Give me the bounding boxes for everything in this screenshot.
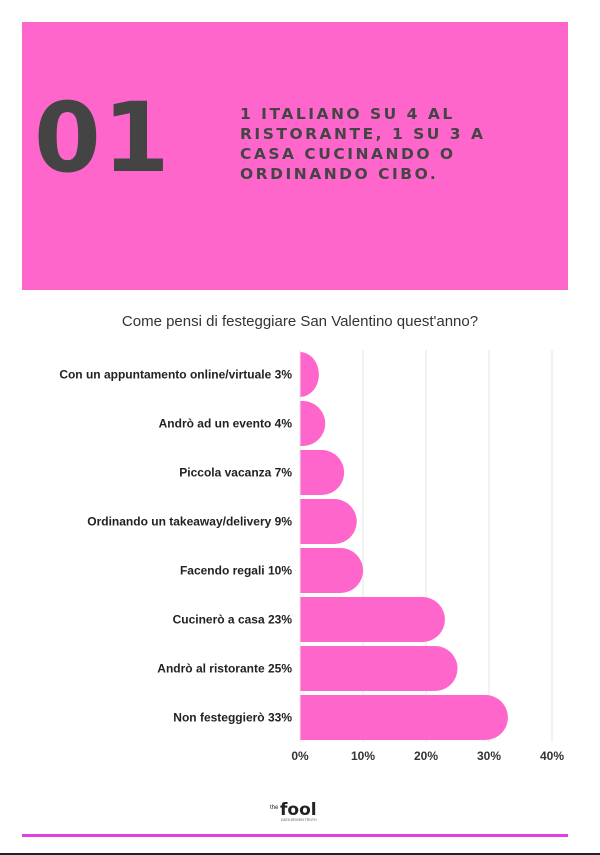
logo-main-text: fool bbox=[280, 800, 317, 820]
headline-line: CASA CUCINANDO O bbox=[240, 145, 456, 163]
category-label: Piccola vacanza 7% bbox=[179, 466, 292, 480]
footer-divider bbox=[22, 834, 568, 837]
bar bbox=[300, 352, 319, 397]
headline-number: 01 bbox=[34, 82, 172, 194]
headline-line: RISTORANTE, 1 SU 3 A bbox=[240, 125, 486, 143]
bar-chart: 0% 10% 20% 30% 40% Con un appuntamento online… bbox=[59, 350, 564, 763]
page-bottom-edge bbox=[0, 853, 600, 855]
bar bbox=[300, 597, 445, 642]
category-label: Ordinando un takeaway/delivery 9% bbox=[87, 515, 292, 529]
x-tick-label: 30% bbox=[477, 749, 501, 763]
header-banner bbox=[22, 22, 568, 290]
category-label: Facendo regali 10% bbox=[180, 564, 292, 578]
bar bbox=[300, 499, 357, 544]
headline-line: ORDINANDO CIBO. bbox=[240, 165, 439, 183]
logo-tagline: DATA DRIVEN TRUTH bbox=[281, 818, 317, 822]
bar bbox=[300, 548, 364, 593]
category-label: Andrò al ristorante 25% bbox=[157, 662, 292, 676]
category-label: Non festeggierò 33% bbox=[173, 711, 292, 725]
category-label: Cucinerò a casa 23% bbox=[173, 613, 293, 627]
category-label: Con un appuntamento online/virtuale 3% bbox=[59, 368, 292, 382]
bar bbox=[300, 401, 326, 446]
x-tick-label: 20% bbox=[414, 749, 438, 763]
x-tick-label: 10% bbox=[351, 749, 375, 763]
headline-text: 1 ITALIANO SU 4 AL RISTORANTE, 1 SU 3 A … bbox=[240, 104, 540, 184]
x-tick-label: 40% bbox=[540, 749, 564, 763]
bar bbox=[300, 450, 345, 495]
logo-small-text: the bbox=[270, 805, 279, 811]
category-label: Andrò ad un evento 4% bbox=[159, 417, 293, 431]
headline-line: 1 ITALIANO SU 4 AL bbox=[240, 105, 455, 123]
the-fool-logo: the fool DATA DRIVEN TRUTH bbox=[270, 800, 317, 822]
bar bbox=[300, 646, 458, 691]
chart-title: Come pensi di festeggiare San Valentino … bbox=[121, 313, 479, 330]
x-tick-label: 0% bbox=[291, 749, 309, 763]
bar bbox=[300, 695, 508, 740]
